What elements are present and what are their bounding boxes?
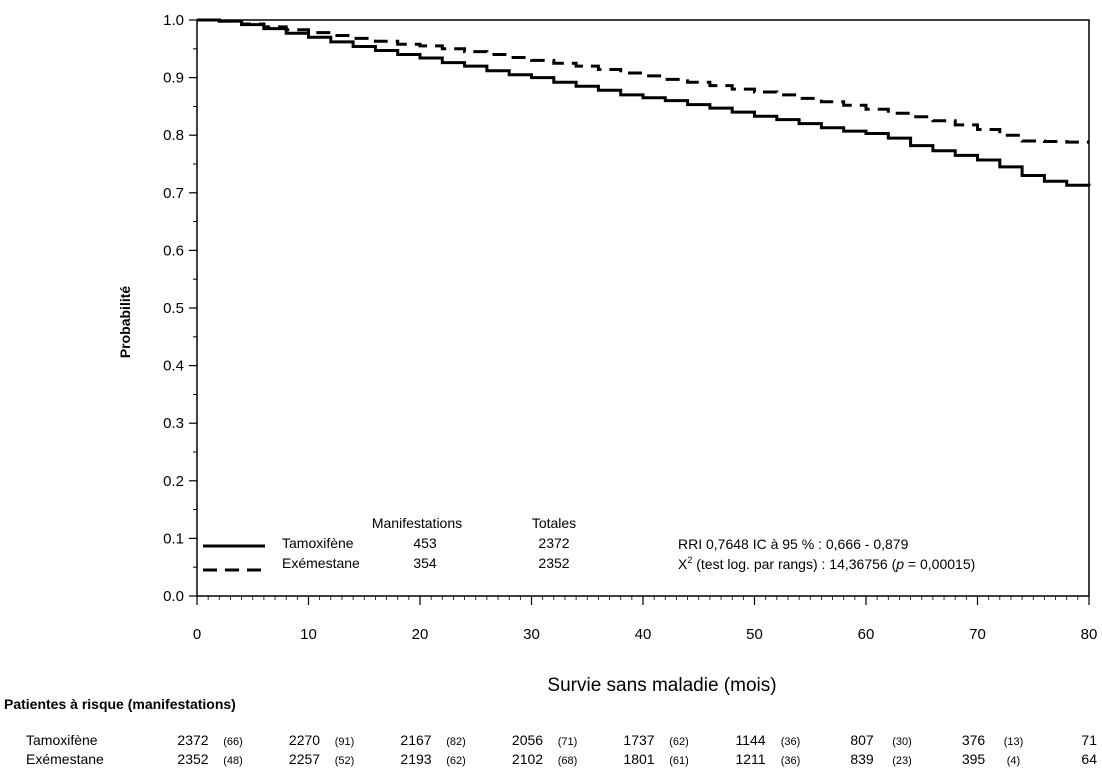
risk-count: 1211 — [735, 751, 765, 767]
risk-events: (4) — [1007, 755, 1020, 767]
risk-count: 64 — [1081, 751, 1097, 767]
legend-total-exemestane: 2352 — [538, 555, 569, 571]
risk-events: (61) — [669, 755, 689, 767]
y-tick-label: 0.9 — [163, 70, 184, 87]
y-axis: 0.0 0.1 0.2 0.3 0.4 0.5 0.6 0.7 0.8 0.9 1.0 — [163, 12, 197, 605]
x-tick-label: 40 — [635, 626, 652, 643]
risk-events: (62) — [446, 755, 466, 767]
risk-count: 807 — [850, 732, 874, 748]
risk-count: 376 — [962, 732, 986, 748]
risk-count: 2372 — [177, 732, 208, 748]
legend-events-tamoxifene: 453 — [413, 535, 437, 551]
logrank-text: (test log. par rangs) : 14,36756 ( — [692, 556, 896, 572]
x-axis: 0 10 20 30 40 50 60 70 80 — [193, 596, 1098, 643]
risk-events: (36) — [781, 736, 801, 748]
x-tick-label: 50 — [746, 626, 763, 643]
risk-events: (48) — [223, 755, 243, 767]
risk-count: 71 — [1081, 732, 1097, 748]
x-tick-label: 10 — [300, 626, 317, 643]
risk-table-values: 2372 2270 2167 2056 1737 1144 807 376 71 (66) (91)… — [177, 732, 1097, 767]
y-tick-label: 0.4 — [163, 358, 184, 375]
x-tick-label: 0 — [193, 626, 201, 643]
y-tick-label: 1.0 — [163, 12, 184, 29]
risk-events: (13) — [1004, 736, 1024, 748]
risk-events: (52) — [335, 755, 355, 767]
chi-symbol: X — [678, 556, 688, 572]
x-tick-label: 80 — [1081, 626, 1098, 643]
chi-superscript: 2 — [687, 555, 692, 565]
x-tick-label: 20 — [412, 626, 429, 643]
y-tick-label: 0.0 — [163, 588, 184, 605]
risk-count: 2352 — [177, 751, 208, 767]
risk-events: (30) — [892, 736, 912, 748]
x-tick-label: 60 — [858, 626, 875, 643]
y-tick-label: 0.1 — [163, 530, 184, 547]
risk-row-label-tamoxifene: Tamoxifène — [26, 732, 98, 748]
y-tick-label: 0.6 — [163, 242, 184, 259]
risk-count: 2257 — [289, 751, 320, 767]
y-tick-label: 0.2 — [163, 473, 184, 490]
legend-total-tamoxifene: 2372 — [538, 535, 569, 551]
survival-curve-tamoxifene — [197, 18, 1091, 187]
risk-count: 1801 — [623, 751, 654, 767]
risk-count: 395 — [962, 751, 986, 767]
risk-events: (91) — [335, 736, 355, 748]
legend-header-events: Manifestations — [372, 515, 462, 531]
risk-events: (36) — [781, 755, 801, 767]
y-tick-label: 0.8 — [163, 127, 184, 144]
risk-count: 2167 — [400, 732, 431, 748]
plot-frame — [196, 19, 1090, 597]
risk-row-label-exemestane: Exémestane — [26, 751, 104, 767]
risk-count: 2193 — [400, 751, 431, 767]
hazard-ratio-annotation: RRI 0,7648 IC à 95 % : 0,666 - 0,879 — [678, 536, 909, 552]
risk-events: (62) — [669, 736, 689, 748]
legend-events-exemestane: 354 — [413, 555, 437, 571]
risk-count: 1144 — [735, 732, 765, 748]
legend-header-total: Totales — [532, 515, 576, 531]
x-tick-label: 30 — [523, 626, 540, 643]
logrank-annotation: X2 (test log. par rangs) : 14,36756 (p =… — [678, 555, 975, 572]
x-tick-label: 70 — [969, 626, 986, 643]
y-tick-label: 0.5 — [163, 300, 184, 317]
x-axis-title: Survie sans maladie (mois) — [547, 675, 776, 696]
p-symbol: p — [895, 556, 904, 572]
y-tick-label: 0.7 — [163, 185, 184, 202]
risk-events: (23) — [892, 755, 912, 767]
risk-table-title: Patientes à risque (manifestations) — [4, 696, 236, 712]
risk-events: (82) — [446, 736, 466, 748]
survival-curve-exemestane — [197, 18, 1089, 144]
y-tick-label: 0.3 — [163, 415, 184, 432]
p-value: = 0,00015) — [904, 556, 975, 572]
risk-events: (68) — [558, 755, 578, 767]
risk-count: 1737 — [623, 732, 654, 748]
risk-count: 2056 — [512, 732, 543, 748]
risk-count: 839 — [850, 751, 874, 767]
risk-events: (66) — [223, 736, 243, 748]
survival-curves — [197, 18, 1091, 187]
legend-label-tamoxifene: Tamoxifène — [282, 535, 354, 551]
risk-events: (71) — [558, 736, 578, 748]
risk-count: 2270 — [289, 732, 320, 748]
legend: Manifestations Totales Tamoxifène 453 23… — [203, 515, 576, 572]
legend-label-exemestane: Exémestane — [282, 555, 360, 571]
risk-count: 2102 — [512, 751, 543, 767]
y-axis-title: Probabilité — [117, 286, 133, 359]
